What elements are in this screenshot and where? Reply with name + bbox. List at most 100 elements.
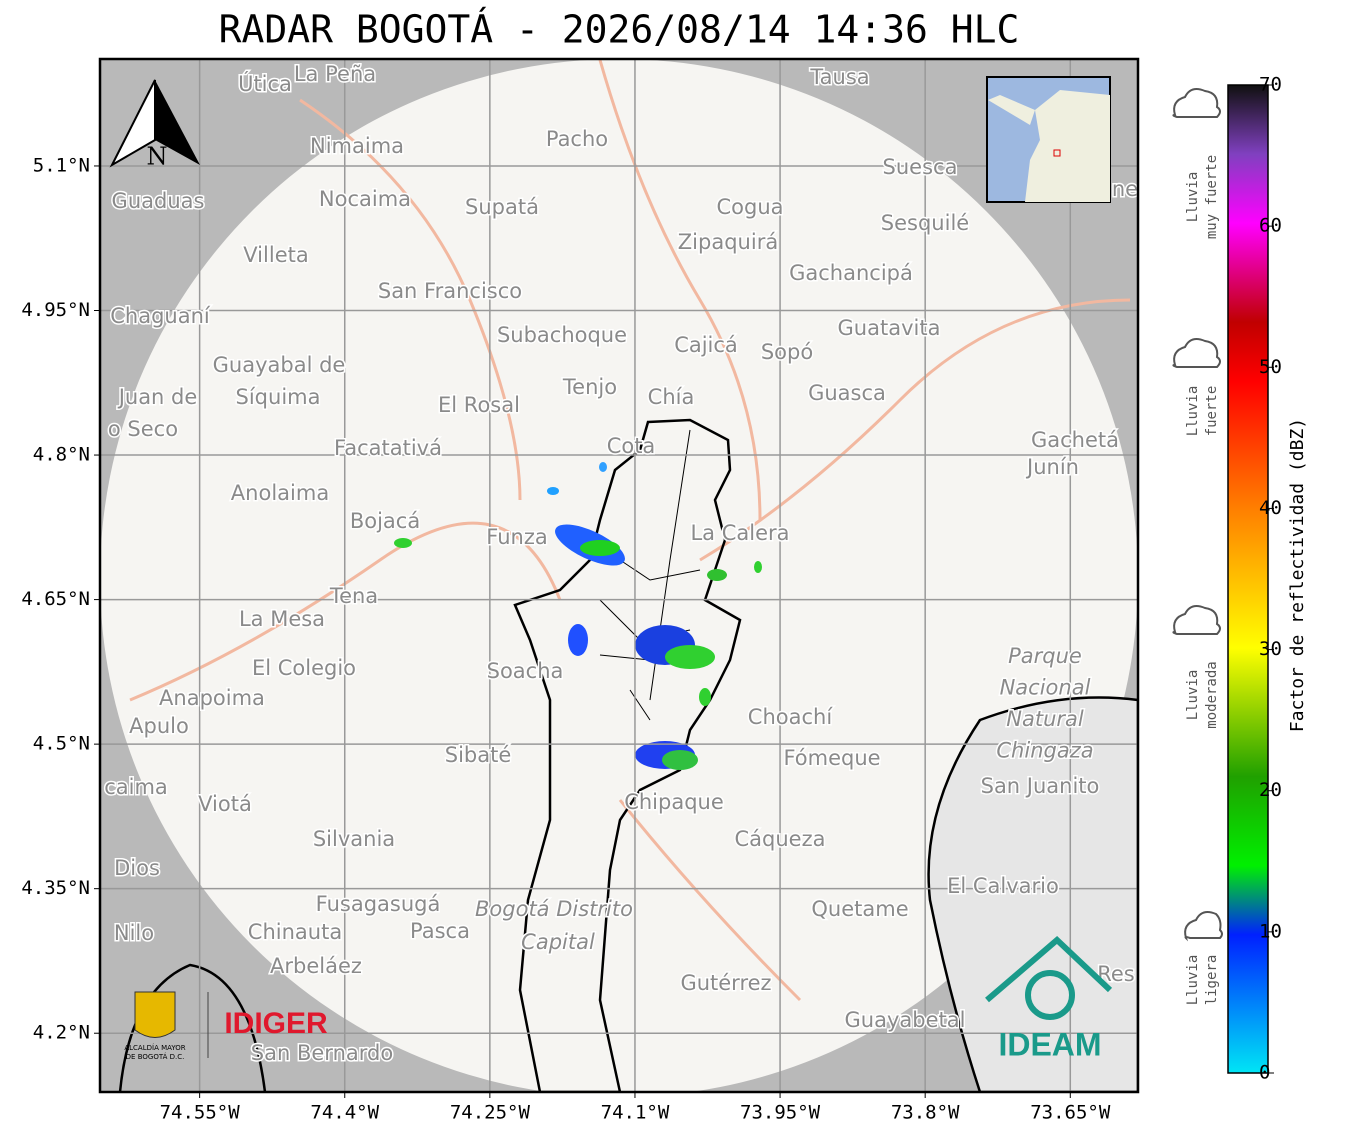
rain-label: ligera [1204,955,1220,1006]
x-tick-label: 73.8°W [891,1102,960,1124]
place-label: Cogua [716,195,783,219]
inset-map [986,76,1111,203]
place-label: Síquima [236,385,321,409]
place-label: Sibaté [445,743,512,767]
colorbar-label: Factor de reflectividad (dBZ) [1287,418,1308,732]
place-label: Viotá [198,792,252,816]
place-label: Villeta [243,243,308,267]
x-tick-label: 73.95°W [740,1102,821,1124]
title: RADAR BOGOTÁ - 2026/08/14 14:36 HLC [219,8,1020,52]
place-label: San Bernardo [251,1041,393,1065]
place-label: o Seco [108,417,178,441]
park-label: Nacional [1000,676,1091,700]
place-label: Chinauta [248,920,342,944]
place-label: Suesca [883,155,958,179]
place-label: Gutérrez [680,971,771,995]
district-label: Bogotá Distrito [475,897,633,921]
place-label: Choachí [748,705,834,729]
place-label: Subachoque [497,323,627,347]
rain-label: fuerte [1204,386,1220,437]
place-label: Tausa [809,65,869,89]
place-label: Quetame [811,897,908,921]
ideam-logo [1025,970,1075,1020]
place-label: Supatá [465,195,539,219]
place-label: Anapoima [159,686,265,710]
y-tick-label: 4.95°N [21,299,90,321]
place-label: Chaguaní [110,304,211,328]
place-label: Guatavita [838,316,941,340]
place-label: ne [1112,177,1138,201]
colorbar-tick-label: 20 [1259,779,1282,801]
place-label: Gachancipá [789,261,913,285]
place-label: caima [104,775,168,799]
roads [129,59,1131,1002]
colorbar-tick-label: 30 [1259,638,1282,660]
rain-label: muy fuerte [1204,155,1220,239]
rain-icons [1172,88,1223,942]
map-frame [98,57,1140,1094]
place-label: Silvania [313,827,395,851]
y-tick-label: 4.65°N [21,588,90,610]
place-label: Cajicá [674,333,738,357]
place-label: Pacho [546,127,608,151]
x-tick-label: 74.25°W [450,1102,531,1124]
place-label: Funza [486,525,547,549]
place-label: Nimaima [310,134,404,158]
place-label: Juan de [117,385,198,409]
place-label: Zipaquirá [678,230,778,254]
ideam-logo-roof [985,935,1113,1003]
colorbar-tick-label: 50 [1259,356,1282,378]
place-label: Tenjo [562,375,617,399]
place-label: Apulo [129,714,189,738]
place-label: Res [1097,962,1135,986]
y-tick-label: 5.1°N [33,154,90,176]
place-label: Cáqueza [735,827,826,851]
place-label: Cota [607,434,656,458]
map: Útica La Peña Tausa Pacho Nimaima Suesca Guadu… [100,59,1138,1092]
place-label: Nocaima [319,187,411,211]
north-label: N [147,143,168,171]
place-label: Arbeláez [270,954,362,978]
place-label: El Calvario [947,874,1059,898]
radar-echoes [394,462,762,770]
bogota-border [513,418,742,1092]
park-label: Natural [1006,707,1084,731]
x-tick-label: 73.65°W [1030,1102,1111,1124]
place-label: San Francisco [378,279,522,303]
place-label: Guaduas [112,189,205,213]
radar-range [100,59,1138,1092]
place-label: Sopó [761,340,813,364]
place-label: Guayabetal [845,1008,966,1032]
place-label: San Juanito [981,774,1100,798]
rain-label: Lluvia [1185,955,1201,1006]
place-label: Gachetá [1031,428,1119,452]
colorbar-tick-label: 70 [1259,74,1282,96]
place-label: Tena [329,584,378,608]
colorbar-tick-label: 60 [1259,215,1282,237]
x-tick-label: 74.4°W [310,1102,379,1124]
y-tick-label: 4.2°N [33,1022,90,1044]
idiger-logo: IDIGER [224,1007,328,1040]
place-label: El Colegio [252,656,356,680]
park-label: Chingaza [996,739,1093,763]
place-label: Fusagasugá [316,892,441,916]
place-label: Fómeque [783,746,880,770]
rain-label: Lluvia [1185,172,1201,223]
alcaldia-text: ALCALDÍA MAYOR [124,1043,185,1052]
place-label: Guayabal de [213,353,346,377]
place-label: Bojacá [350,509,420,533]
y-tick-label: 4.8°N [33,444,90,466]
place-label: Chipaque [624,790,724,814]
place-label: Pasca [410,919,470,943]
place-label: La Mesa [239,607,325,631]
colorbar-tick-label: 10 [1259,920,1282,942]
department-border [118,963,267,1092]
rain-label: Lluvia [1185,386,1201,437]
place-label: La Calera [690,521,789,545]
place-label: Sesquilé [881,211,969,235]
place-label: Dios [114,856,160,880]
place-label: Anolaima [231,481,329,505]
place-label: Útica [238,71,292,96]
x-tick-label: 74.1°W [601,1102,670,1124]
colorbar-tick-label: 40 [1259,497,1282,519]
